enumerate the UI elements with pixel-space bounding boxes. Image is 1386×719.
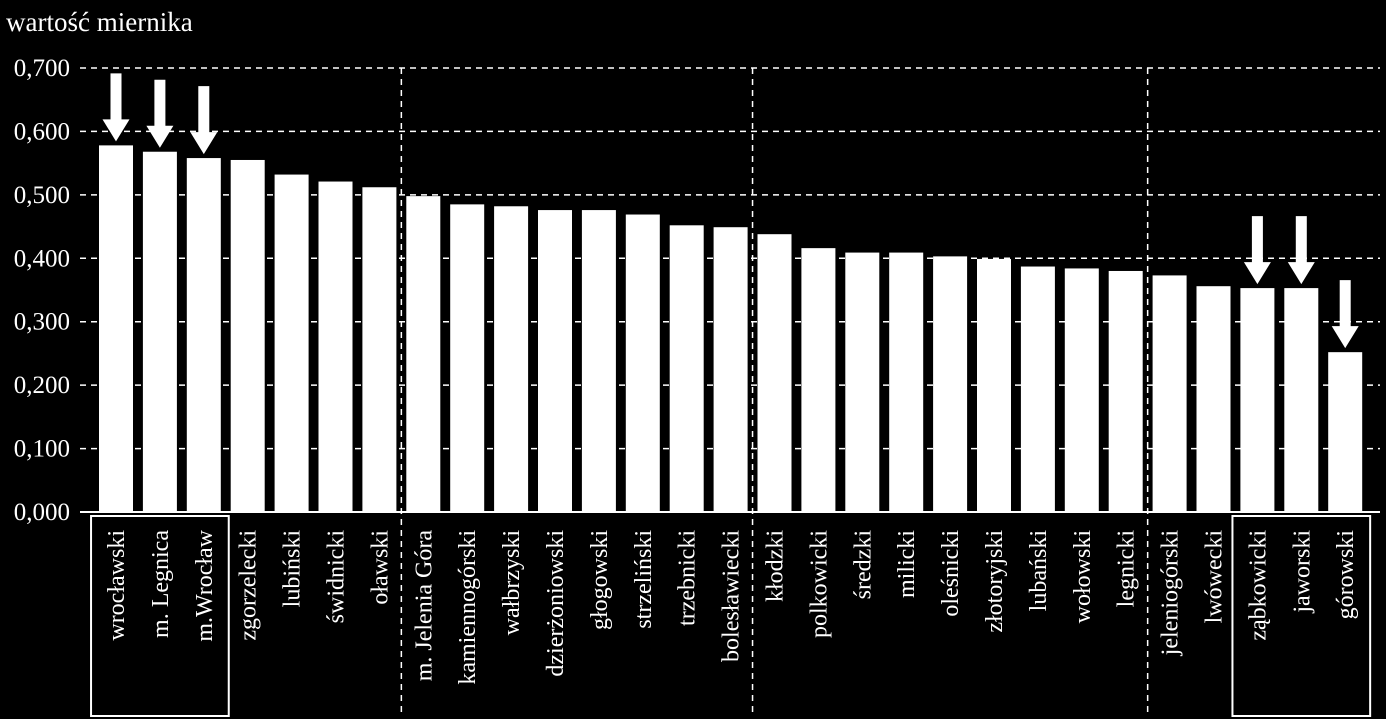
bar-25 bbox=[1196, 286, 1231, 512]
y-tick-label: 0,400 bbox=[14, 245, 70, 272]
category-label: jeleniogórski bbox=[1158, 530, 1184, 657]
highlight-box bbox=[90, 515, 230, 717]
category-label: górowski bbox=[1333, 530, 1359, 620]
arrow-27 bbox=[1287, 216, 1315, 285]
category-label: średzki bbox=[850, 530, 876, 600]
bar-7 bbox=[406, 196, 441, 512]
category-label: złotoryjski bbox=[982, 530, 1008, 633]
category-label: lubiński bbox=[280, 530, 306, 608]
category-label: zgorzelecki bbox=[236, 530, 262, 641]
category-label: kamiennogórski bbox=[455, 530, 481, 685]
y-tick-label: 0,600 bbox=[14, 118, 70, 145]
y-tick-label: 0,700 bbox=[14, 55, 70, 82]
bar-3 bbox=[230, 159, 265, 512]
bar-0 bbox=[99, 145, 133, 512]
category-label: bolesławiecki bbox=[719, 530, 745, 662]
bar-28 bbox=[1328, 352, 1363, 512]
bar-12 bbox=[625, 214, 660, 512]
category-label: m.Wrocław bbox=[192, 529, 218, 641]
category-label: trzebnicki bbox=[675, 530, 701, 626]
bar-13 bbox=[669, 225, 704, 512]
arrow-26 bbox=[1243, 216, 1271, 285]
category-labels: wrocławski m. Legnica m.Wrocław zgorzelecki… bbox=[104, 529, 1359, 684]
category-label: dzierżoniowski bbox=[543, 530, 569, 677]
y-tick-label: 0,000 bbox=[14, 499, 70, 526]
category-label: świdnicki bbox=[324, 530, 350, 624]
bars bbox=[99, 145, 1363, 512]
bar-10 bbox=[538, 210, 572, 512]
bar-15 bbox=[757, 234, 792, 512]
bar-4 bbox=[274, 174, 309, 512]
category-label: lwówecki bbox=[1202, 530, 1228, 624]
bar-21 bbox=[1020, 266, 1055, 512]
arrow-1 bbox=[146, 79, 174, 148]
category-label: legnicki bbox=[1114, 530, 1140, 608]
category-label: milicki bbox=[894, 530, 920, 598]
category-label: głogowski bbox=[587, 530, 613, 630]
bar-9 bbox=[494, 206, 529, 512]
bar-22 bbox=[1064, 268, 1099, 512]
y-tick-labels: 0,000 0,100 0,200 0,300 0,400 0,500 0,600 0,700 bbox=[14, 55, 70, 526]
y-tick-label: 0,500 bbox=[14, 182, 70, 209]
category-label: kłodzki bbox=[763, 530, 789, 602]
bar-17 bbox=[845, 252, 880, 512]
category-label: jaworski bbox=[1289, 530, 1315, 614]
category-label: oławski bbox=[367, 530, 393, 605]
bar-6 bbox=[362, 187, 397, 512]
arrow-28 bbox=[1331, 280, 1359, 349]
bar-5 bbox=[318, 181, 353, 512]
y-tick-label: 0,300 bbox=[14, 309, 70, 336]
y-tick-label: 0,100 bbox=[14, 436, 70, 463]
bar-18 bbox=[889, 252, 924, 512]
bar-20 bbox=[977, 258, 1011, 512]
bar-24 bbox=[1152, 275, 1187, 512]
y-axis-label: wartość miernika bbox=[6, 7, 193, 37]
bar-1 bbox=[142, 151, 177, 512]
category-label: wałbrzyski bbox=[499, 530, 525, 636]
category-label: polkowicki bbox=[806, 530, 832, 638]
bar-19 bbox=[933, 256, 968, 512]
bar-26 bbox=[1240, 288, 1275, 512]
bar-16 bbox=[801, 248, 836, 512]
arrow-0 bbox=[102, 73, 130, 142]
bar-8 bbox=[450, 204, 485, 512]
bar-23 bbox=[1108, 270, 1143, 512]
bar-11 bbox=[581, 210, 616, 512]
category-label: m. Legnica bbox=[148, 530, 174, 638]
category-label: wołowski bbox=[1070, 530, 1096, 624]
category-label: oleśnicki bbox=[938, 530, 964, 617]
bar-2 bbox=[186, 158, 221, 512]
bar-14 bbox=[713, 227, 748, 512]
category-label: wrocławski bbox=[104, 530, 130, 641]
arrows bbox=[102, 73, 1359, 349]
category-label: ząbkowicki bbox=[1245, 530, 1271, 641]
bar-27 bbox=[1284, 288, 1319, 512]
highlight-box bbox=[1231, 515, 1372, 717]
group-separators bbox=[400, 68, 1149, 717]
category-label: strzeliński bbox=[631, 530, 657, 629]
arrow-2 bbox=[190, 86, 218, 155]
y-tick-label: 0,200 bbox=[14, 372, 70, 399]
category-label: lubański bbox=[1026, 530, 1052, 612]
category-label: m. Jelenia Góra bbox=[411, 530, 437, 682]
highlight-boxes bbox=[90, 515, 1372, 717]
